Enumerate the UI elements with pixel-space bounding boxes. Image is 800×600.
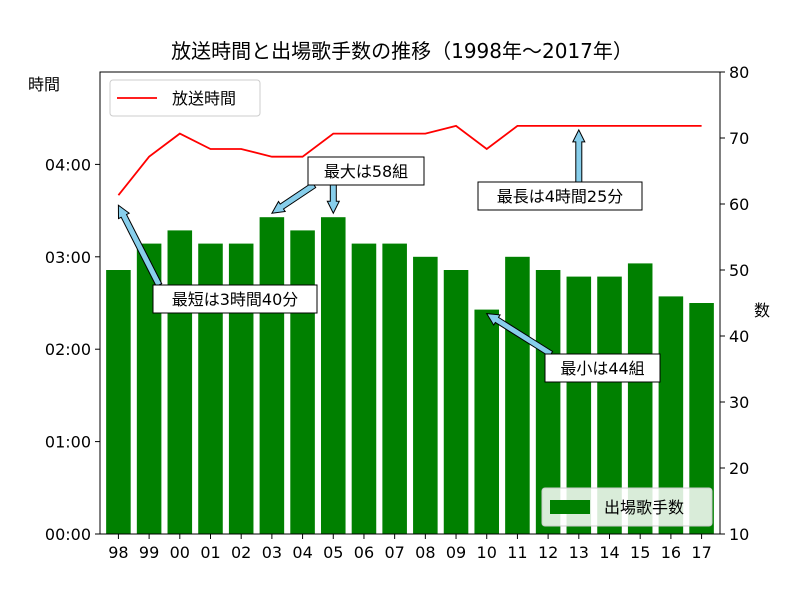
annotation-arrow [326,184,341,215]
left-axis: 00:00 01:00 02:00 03:00 04:00 [45,155,100,544]
annotation: 最短は3時間40分 [117,204,318,314]
x-tick-label: 04 [292,543,312,562]
right-axis: 10 20 30 40 50 60 70 80 [720,63,749,544]
x-tick-label: 98 [108,543,128,562]
annotation-text: 最長は4時間25分 [497,187,624,206]
left-axis-title: 時間 [28,75,60,94]
bar-10 [474,309,500,534]
right-tick-label: 20 [729,459,749,478]
x-tick-label: 05 [323,543,343,562]
annotation-arrow [571,128,586,183]
right-tick-label: 50 [729,261,749,280]
x-tick-label: 11 [507,543,527,562]
right-tick-label: 10 [729,525,749,544]
x-tick-label: 13 [569,543,589,562]
line-series [117,124,702,196]
x-tick-label: 14 [599,543,619,562]
annotation: 最長は4時間25分 [477,128,643,211]
bar-98 [106,270,131,534]
chart-title: 放送時間と出場歌手数の推移（1998年〜2017年） [171,39,633,63]
x-tick-label: 10 [477,543,497,562]
annotation-arrow [117,204,163,288]
x-tick-label: 06 [354,543,374,562]
left-tick-label: 04:00 [45,155,91,174]
legend-line: 放送時間 [109,79,261,117]
line-group [117,124,702,196]
x-tick-label: 02 [231,543,251,562]
annotation-arrow [270,181,317,214]
annotation: 最大は58組 [270,156,425,215]
annotation-box [477,181,643,211]
x-tick-label: 01 [200,543,220,562]
right-tick-label: 40 [729,327,749,346]
right-axis-title: 数 [754,301,770,320]
bar-03 [259,217,285,534]
bar-11 [505,256,530,534]
right-tick-label: 70 [729,129,749,148]
x-tick-label: 16 [661,543,681,562]
legend-line-label: 放送時間 [172,89,236,108]
x-tick-label: 03 [262,543,282,562]
x-tick-label: 00 [170,543,190,562]
left-tick-label: 01:00 [45,433,91,452]
legend-bar: 出場歌手数 [541,487,713,527]
x-axis: 98 99 00 01 02 03 04 05 06 07 08 09 10 11 12 13 14 15 16 17 [108,534,712,562]
bar-09 [443,270,469,534]
bar-08 [413,256,438,534]
left-tick-label: 03:00 [45,248,91,267]
right-tick-label: 30 [729,393,749,412]
left-tick-label: 00:00 [45,525,91,544]
right-tick-label: 80 [729,63,749,82]
x-tick-label: 07 [384,543,404,562]
annotation-box [307,156,425,186]
annotation-box [152,284,318,314]
annotation-arrow [485,313,554,358]
bar-05 [320,217,346,534]
legend-bar-label: 出場歌手数 [604,498,684,517]
bar-07 [382,243,407,534]
x-tick-label: 99 [139,543,159,562]
annotation-text: 最小は44組 [560,359,644,378]
annotation-box [544,353,661,383]
bar-00 [167,230,193,534]
annotation: 最小は44組 [485,313,661,383]
x-tick-label: 08 [415,543,435,562]
bar-04 [290,230,315,534]
annotation-text: 最短は3時間40分 [172,290,299,309]
x-tick-label: 15 [630,543,650,562]
annotation-text: 最大は58組 [324,162,408,181]
x-tick-label: 12 [538,543,558,562]
left-tick-label: 02:00 [45,340,91,359]
x-tick-label: 09 [446,543,466,562]
bar-06 [351,243,377,534]
plot-frame [99,71,721,535]
x-tick-label: 17 [691,543,711,562]
legend-bar-swatch [550,500,590,514]
right-tick-label: 60 [729,195,749,214]
